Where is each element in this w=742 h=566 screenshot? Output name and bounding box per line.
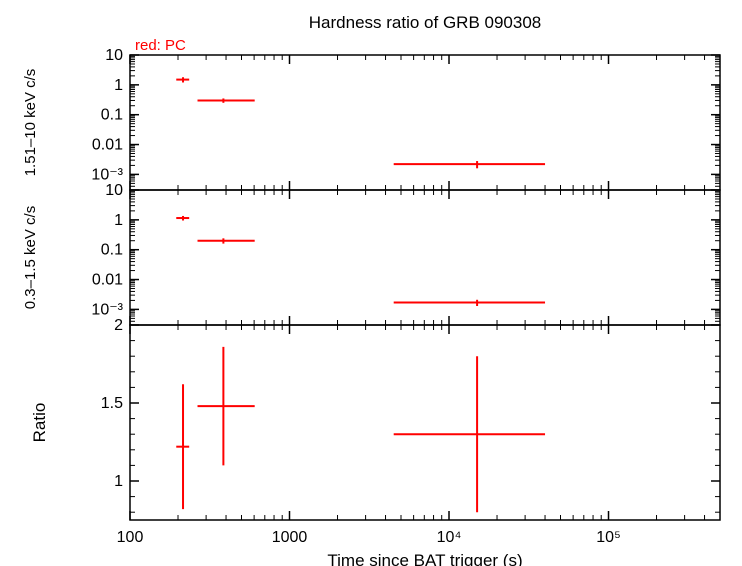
ytick-label: 1 [114,77,123,94]
y-axis-label: Ratio [30,403,49,443]
ytick-label: 0.1 [101,242,123,259]
ytick-label: 0.01 [92,272,123,289]
xtick-label: 10⁴ [437,529,462,546]
xtick-label: 10⁵ [596,529,620,546]
ytick-label: 1.5 [101,395,123,412]
ytick-label: 0.1 [101,107,123,124]
ytick-label: 2 [114,317,123,334]
xtick-label: 1000 [272,529,308,546]
ytick-label: 10 [105,182,123,199]
y-axis-label: 1.51–10 keV c/s [22,69,39,177]
ytick-label: 1 [114,212,123,229]
ytick-label: 10 [105,47,123,64]
ytick-label: 10⁻³ [91,166,123,183]
ytick-label: 10⁻³ [91,301,123,318]
hardness-ratio-chart: Hardness ratio of GRB 090308 red: PC 10⁻³ 0… [0,0,742,566]
legend-text: red: PC [135,37,186,54]
y-axis-label: 0.3–1.5 keV c/s [22,206,39,309]
ytick-label: 0.01 [92,137,123,154]
ytick-label: 1 [114,473,123,490]
xtick-label: 100 [117,529,144,546]
x-axis-label: Time since BAT trigger (s) [327,551,522,566]
chart-title: Hardness ratio of GRB 090308 [309,13,541,32]
